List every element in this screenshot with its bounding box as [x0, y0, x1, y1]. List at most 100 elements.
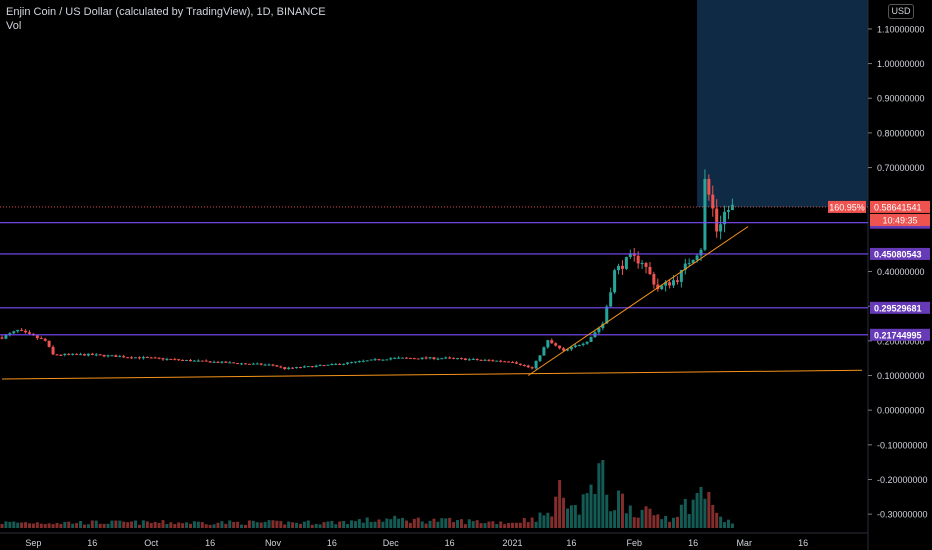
volume-bar — [448, 517, 452, 528]
x-tick-label: Mar — [736, 538, 752, 548]
candle-body — [664, 282, 668, 286]
y-tick-label: 0.40000000 — [877, 267, 925, 277]
volume-bar — [8, 521, 12, 528]
trendline — [527, 226, 749, 376]
candle-body — [573, 345, 577, 347]
candle-body — [55, 354, 59, 356]
candle-body — [338, 363, 342, 365]
candle-body — [126, 357, 130, 359]
volume-bar — [581, 494, 585, 528]
candle-body — [165, 358, 169, 360]
volume-bar — [204, 524, 208, 528]
candle-body — [59, 354, 63, 356]
candle-body — [27, 332, 31, 334]
volume-bar — [436, 521, 440, 528]
candle-body — [672, 280, 676, 286]
volume-bar — [573, 505, 577, 528]
volume-bar — [369, 521, 373, 528]
candle-body — [326, 364, 330, 366]
volume-bar — [656, 514, 660, 528]
volume-bar — [672, 517, 676, 528]
volume-bar — [538, 512, 542, 528]
candle-body — [569, 346, 573, 350]
volume-bar — [565, 508, 569, 528]
candle-body — [295, 367, 299, 369]
volume-bar — [79, 520, 83, 528]
candle-body — [373, 359, 377, 361]
volume-bar — [613, 510, 617, 528]
candle-body — [232, 362, 236, 364]
candle-body — [98, 354, 102, 356]
volume-bar — [247, 520, 251, 528]
volume-bar — [342, 521, 346, 528]
volume-bar — [699, 486, 703, 528]
volume-bar — [487, 521, 491, 528]
candle-body — [94, 354, 98, 356]
candle-body — [279, 366, 283, 368]
candle-body — [644, 263, 648, 267]
candle-body — [334, 363, 338, 365]
y-tick-label: 0.70000000 — [877, 163, 925, 173]
volume-bar — [357, 519, 361, 528]
candle-body — [526, 365, 530, 368]
volume-bar — [177, 522, 181, 528]
countdown-tag — [870, 213, 930, 226]
candle-body — [349, 362, 353, 364]
volume-bar — [695, 492, 699, 528]
volume-bar — [263, 521, 267, 528]
candle-body — [79, 354, 83, 356]
candle-body — [656, 284, 660, 290]
candle-body — [86, 353, 90, 356]
volume-bar — [169, 522, 173, 528]
volume-bar — [20, 522, 24, 528]
candle-body — [597, 328, 601, 333]
volume-bar — [279, 521, 283, 528]
volume-bar — [432, 518, 436, 528]
x-tick-label: 16 — [87, 538, 97, 548]
candle-body — [715, 208, 719, 232]
volume-bar — [624, 513, 628, 528]
volume-bar — [381, 521, 385, 528]
candle-body — [8, 333, 12, 336]
candle-body — [267, 364, 271, 366]
volume-bar — [67, 521, 71, 528]
candle-body — [110, 355, 114, 357]
volume-bar — [707, 491, 711, 528]
candle-body — [617, 265, 621, 271]
volume-bar — [361, 522, 365, 528]
volume-bar — [185, 522, 189, 528]
candle-body — [157, 357, 161, 359]
volume-indicator-label[interactable]: Vol — [6, 20, 22, 32]
volume-bar — [554, 496, 558, 528]
candle-body — [397, 357, 401, 359]
volume-bar — [251, 520, 255, 528]
candle-body — [499, 360, 503, 362]
volume-bar — [644, 506, 648, 528]
candle-body — [507, 361, 511, 363]
candle-body — [247, 363, 251, 365]
volume-bar — [302, 521, 306, 528]
volume-bars-group — [0, 460, 734, 528]
candle-body — [436, 358, 440, 360]
candle-body — [141, 357, 145, 359]
candle-body — [412, 358, 416, 360]
candle-body — [177, 359, 181, 361]
candle-body — [723, 211, 727, 225]
trendline — [1, 369, 863, 380]
candle-body — [208, 361, 212, 363]
volume-bar — [173, 524, 177, 528]
volume-bar — [259, 522, 263, 528]
candle-body — [204, 360, 208, 362]
candle-body — [35, 335, 39, 339]
volume-bar — [102, 523, 106, 528]
candle-body — [298, 367, 302, 369]
candle-body — [12, 331, 16, 334]
candle-body — [416, 358, 420, 360]
volume-bar — [428, 520, 432, 528]
currency-button[interactable]: USD — [888, 4, 914, 19]
volume-bar — [243, 524, 247, 528]
candle-body — [444, 357, 448, 359]
volume-bar — [424, 523, 428, 528]
candle-body — [660, 285, 664, 290]
